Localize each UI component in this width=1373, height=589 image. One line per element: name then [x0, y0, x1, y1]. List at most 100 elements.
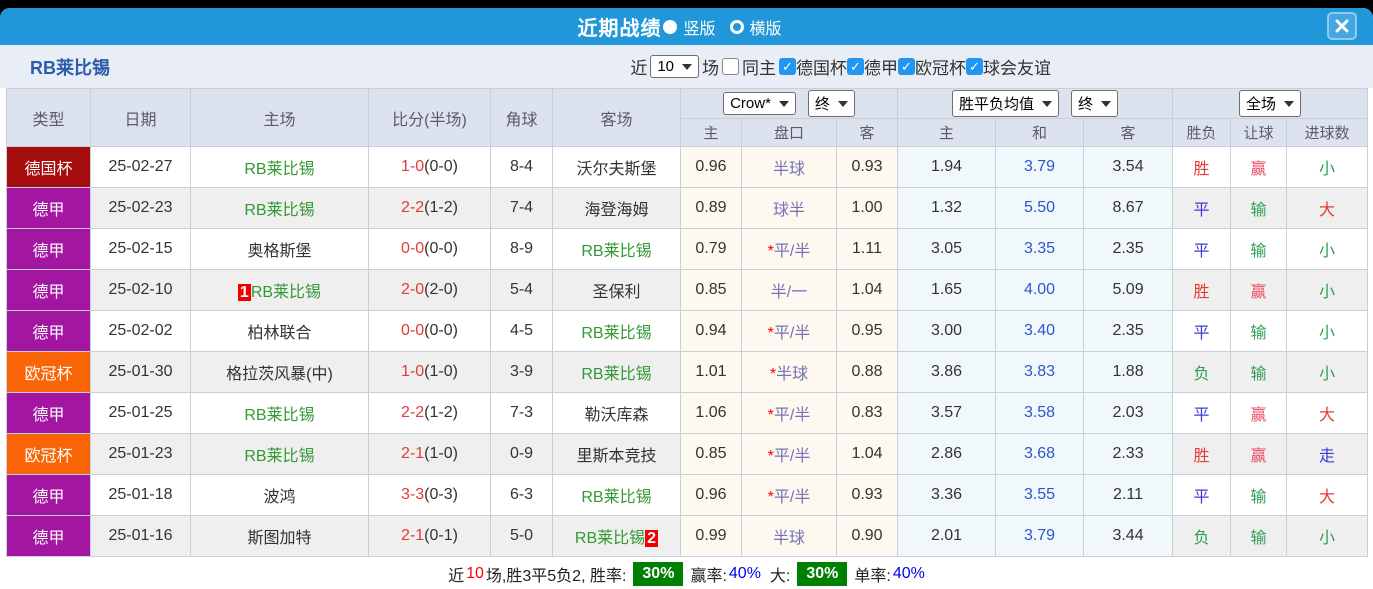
- goals-result: 小: [1319, 284, 1336, 301]
- eu-draw-value: 4.00: [1023, 281, 1056, 298]
- euro-odds-select[interactable]: 胜平负均值: [952, 90, 1060, 117]
- league-badge: 德甲: [6, 515, 91, 557]
- away-team-name: RB莱比锡: [581, 366, 652, 383]
- match-date: 25-02-10: [90, 269, 191, 311]
- star-icon: *: [767, 489, 774, 506]
- radio-unselected-icon[interactable]: [729, 19, 744, 34]
- score: 3-3(0-3): [368, 474, 491, 516]
- corners: 0-9: [490, 433, 553, 475]
- half-score: (0-0): [424, 322, 458, 339]
- header-score: 比分(半场): [368, 88, 491, 147]
- subheader-ah-away: 客: [835, 118, 899, 147]
- wdl-result: 胜: [1193, 448, 1210, 465]
- ah-line: *半球: [741, 351, 837, 393]
- eu-away-odds: 3.44: [1083, 515, 1174, 557]
- league-checkbox-dfb[interactable]: ✓: [779, 58, 796, 75]
- ah-line-text: 半球: [772, 530, 805, 547]
- match-date: 25-02-27: [90, 146, 191, 188]
- home-team-name: RB莱比锡: [244, 202, 315, 219]
- away-team: RB莱比锡: [552, 310, 681, 352]
- eu-home-odds: 3.57: [897, 392, 997, 434]
- league-badge: 德国杯: [6, 146, 91, 188]
- corners: 6-3: [490, 474, 553, 516]
- result-wdl: 负: [1172, 351, 1232, 393]
- half-score: (0-0): [424, 240, 458, 257]
- ah-home-odds: 1.01: [680, 351, 742, 393]
- layout-radio-group: 竖版 横版: [663, 15, 795, 39]
- result-handicap: 输: [1230, 187, 1288, 229]
- summary-count: 10: [466, 564, 484, 582]
- league-checkbox-friendly[interactable]: ✓: [966, 58, 983, 75]
- home-team: RB莱比锡: [190, 392, 369, 434]
- full-score: 3-3: [401, 486, 425, 503]
- radio-horizontal-layout[interactable]: 横版: [729, 15, 782, 39]
- star-icon: *: [767, 448, 774, 465]
- match-date: 25-02-23: [90, 187, 191, 229]
- eu-away-odds: 2.35: [1083, 228, 1174, 270]
- full-score: 2-1: [401, 445, 425, 462]
- scope-select[interactable]: 全场: [1239, 90, 1302, 117]
- eu-home-odds: 3.86: [897, 351, 997, 393]
- match-date: 25-01-30: [90, 351, 191, 393]
- away-team-name: 沃尔夫斯堡: [576, 161, 657, 178]
- close-button[interactable]: [1327, 12, 1357, 40]
- handicap-result: 输: [1250, 366, 1267, 383]
- league-checkbox-ucl[interactable]: ✓: [898, 58, 915, 75]
- eu-home-odds: 3.05: [897, 228, 997, 270]
- half-score: (0-1): [424, 527, 458, 544]
- subheader-eu-home: 主: [897, 118, 997, 147]
- euro-time-select[interactable]: 终: [1071, 90, 1119, 117]
- eu-home-odds: 3.00: [897, 310, 997, 352]
- away-team: 勒沃库森: [552, 392, 681, 434]
- star-icon: *: [767, 243, 774, 260]
- bookmaker-select[interactable]: Crow*: [723, 92, 796, 115]
- table-row: 德甲 25-01-25 RB莱比锡 2-2(1-2) 7-3 勒沃库森 1.06 *平/半 0.…: [6, 392, 1369, 434]
- home-team: RB莱比锡: [190, 187, 369, 229]
- corners: 8-9: [490, 228, 553, 270]
- header-group-results: 全场: [1172, 88, 1369, 119]
- ah-away-odds: 0.88: [835, 351, 899, 393]
- eu-away-odds: 8.67: [1083, 187, 1174, 229]
- chevron-down-icon: [682, 63, 692, 70]
- handicap-result: 输: [1250, 530, 1267, 547]
- away-rank-badge: 2: [645, 530, 659, 547]
- header-row-selects: 类型 日期 主场 比分(半场) 角球 客场 Crow* 终 胜平负均值 终: [6, 88, 1369, 147]
- result-handicap: 输: [1230, 474, 1288, 516]
- match-date: 25-01-23: [90, 433, 191, 475]
- home-team: RB莱比锡: [190, 433, 369, 475]
- result-wdl: 负: [1172, 515, 1232, 557]
- handicap-time-select[interactable]: 终: [807, 90, 855, 117]
- radio-vertical-layout[interactable]: 竖版: [663, 15, 716, 39]
- corners: 7-3: [490, 392, 553, 434]
- star-icon: *: [769, 366, 777, 383]
- radio-horizontal-label: 横版: [749, 20, 782, 38]
- score: 2-1(0-1): [368, 515, 491, 557]
- goals-result: 小: [1319, 161, 1336, 178]
- half-score: (0-3): [424, 486, 458, 503]
- radio-selected-icon[interactable]: [663, 19, 678, 34]
- star-icon: *: [767, 325, 774, 342]
- subheader-eu-draw: 和: [995, 118, 1085, 147]
- ah-line: 球半: [741, 187, 837, 229]
- match-count-select[interactable]: 10: [650, 55, 699, 78]
- wdl-result: 平: [1193, 202, 1210, 219]
- same-home-checkbox[interactable]: [722, 58, 739, 75]
- result-handicap: 输: [1230, 228, 1288, 270]
- ah-away-odds: 1.00: [835, 187, 899, 229]
- home-team: 1 RB莱比锡: [190, 269, 369, 311]
- subheader-eu-away: 客: [1083, 118, 1174, 147]
- home-team-name: 奥格斯堡: [247, 243, 312, 260]
- yield-label: 赢率:: [690, 567, 727, 585]
- eu-draw-odds: 3.79: [995, 515, 1085, 557]
- league-checkbox-bundesliga[interactable]: ✓: [847, 58, 864, 75]
- euro-odds-value: 胜平负均值: [959, 96, 1035, 113]
- eu-draw-odds: 3.79: [995, 146, 1085, 188]
- result-goals: 小: [1286, 351, 1369, 393]
- ah-home-odds: 0.89: [680, 187, 742, 229]
- table-row: 德甲 25-01-16 斯图加特 2-1(0-1) 5-0 RB莱比锡 2 0.99 半球 0.9…: [6, 515, 1369, 557]
- subheader-ah-line: 盘口: [741, 118, 837, 147]
- away-team-name: 勒沃库森: [584, 407, 649, 424]
- match-date: 25-02-15: [90, 228, 191, 270]
- half-score: (1-0): [424, 445, 458, 462]
- half-score: (1-0): [424, 363, 458, 380]
